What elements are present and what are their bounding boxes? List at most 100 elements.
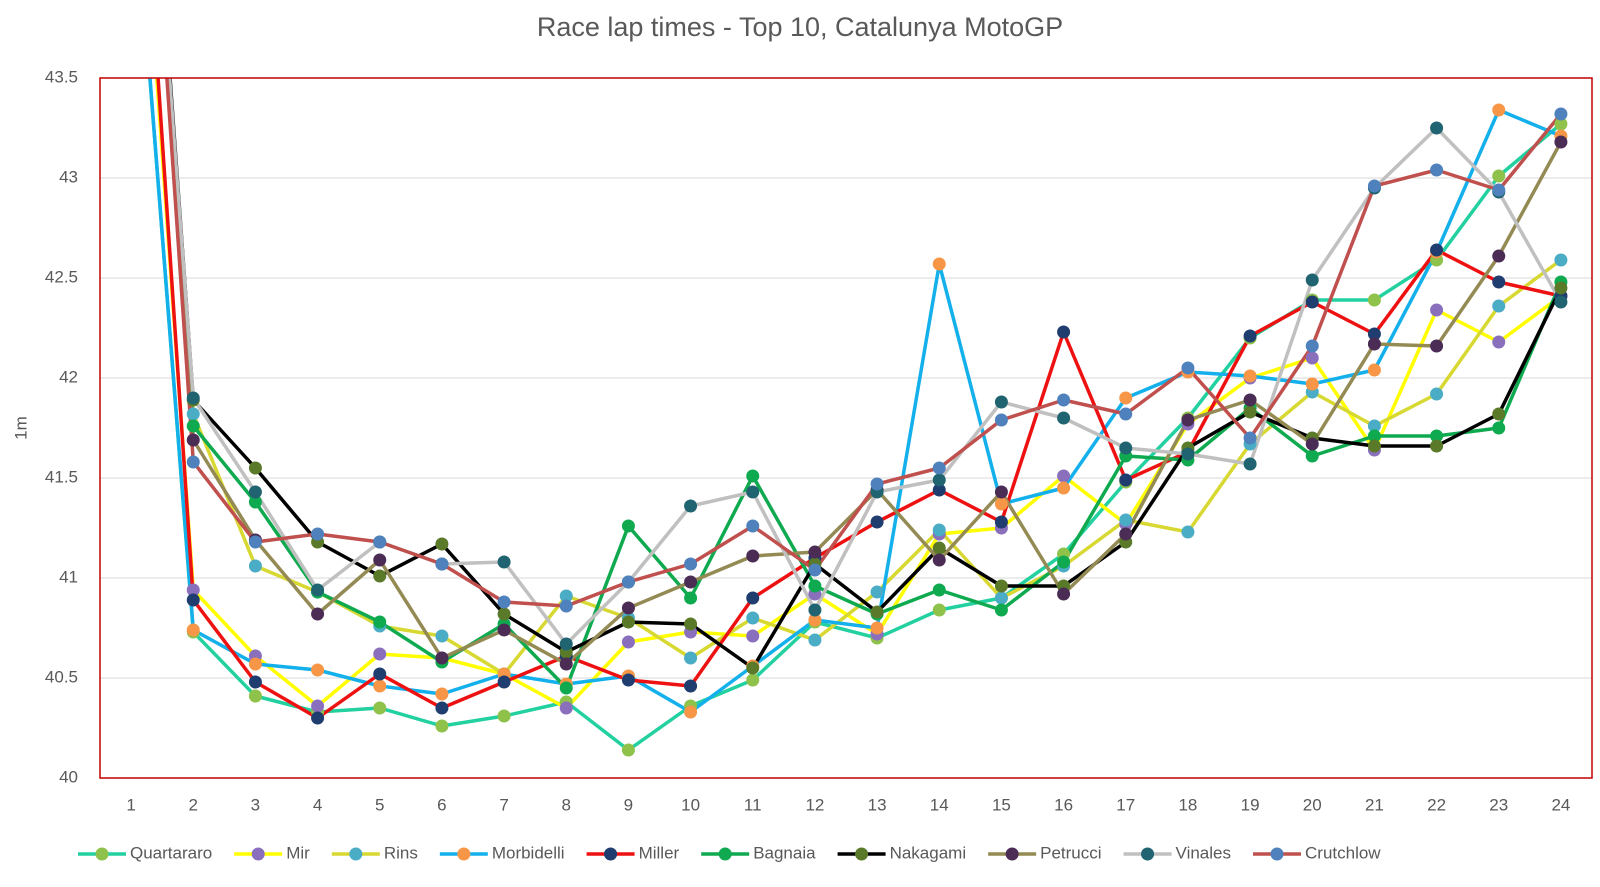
- data-point: [1057, 481, 1071, 495]
- data-point: [248, 535, 262, 549]
- data-point: [621, 615, 635, 629]
- x-tick-label: 2: [189, 795, 198, 814]
- data-point: [746, 629, 760, 643]
- series-line: [156, 78, 1562, 720]
- data-point: [1305, 449, 1319, 463]
- data-point: [621, 601, 635, 615]
- data-point: [435, 629, 449, 643]
- data-point: [1367, 419, 1381, 433]
- plot-border: [99, 77, 1593, 779]
- series-line: [166, 78, 1563, 690]
- x-tick-label: 19: [1241, 795, 1260, 814]
- data-point: [497, 607, 511, 621]
- data-point: [435, 651, 449, 665]
- data-point: [248, 495, 262, 509]
- data-point: [684, 575, 698, 589]
- legend-label: Quartararo: [130, 843, 212, 862]
- data-point: [1181, 525, 1195, 539]
- data-point: [1492, 183, 1506, 197]
- data-point: [870, 477, 884, 491]
- data-point: [559, 599, 573, 613]
- data-point: [559, 637, 573, 651]
- series-line: [148, 78, 1563, 752]
- data-point: [1554, 117, 1568, 131]
- data-point: [497, 623, 511, 637]
- data-point: [1119, 473, 1133, 487]
- data-point: [1430, 429, 1444, 443]
- data-point: [1492, 103, 1506, 117]
- data-point: [621, 743, 635, 757]
- data-point: [808, 563, 822, 577]
- data-point: [932, 583, 946, 597]
- y-tick-label: 41: [59, 567, 78, 586]
- legend-swatch-marker: [349, 847, 363, 861]
- x-tick-label: 3: [251, 795, 260, 814]
- data-point: [373, 647, 387, 661]
- data-point: [1367, 179, 1381, 193]
- data-point: [746, 591, 760, 605]
- x-tick-label: 18: [1178, 795, 1197, 814]
- data-point: [1554, 135, 1568, 149]
- data-point: [311, 607, 325, 621]
- x-tick-label: 21: [1365, 795, 1384, 814]
- x-tick-label: 22: [1427, 795, 1446, 814]
- data-point: [311, 699, 325, 713]
- data-point: [870, 585, 884, 599]
- data-point: [870, 621, 884, 635]
- data-point: [1243, 431, 1257, 445]
- data-point: [1119, 441, 1133, 455]
- data-point: [684, 617, 698, 631]
- x-tick-label: 24: [1551, 795, 1570, 814]
- data-point: [435, 687, 449, 701]
- data-point: [1305, 295, 1319, 309]
- data-point: [1492, 407, 1506, 421]
- data-point: [746, 549, 760, 563]
- legend-label: Bagnaia: [753, 843, 816, 862]
- data-point: [559, 701, 573, 715]
- data-point: [746, 673, 760, 687]
- data-point: [373, 615, 387, 629]
- legend-swatch-marker: [855, 847, 869, 861]
- legend-swatch-marker: [457, 847, 471, 861]
- data-point: [1430, 439, 1444, 453]
- x-tick-label: 17: [1116, 795, 1135, 814]
- data-point: [435, 537, 449, 551]
- legend-swatch-marker: [604, 847, 618, 861]
- data-point: [1367, 293, 1381, 307]
- data-point: [1367, 363, 1381, 377]
- data-point: [1243, 393, 1257, 407]
- data-point: [1057, 411, 1071, 425]
- x-tick-label: 8: [562, 795, 571, 814]
- data-point: [186, 391, 200, 405]
- legend-item: Petrucci: [988, 843, 1102, 862]
- x-tick-label: 11: [744, 795, 762, 814]
- data-point: [435, 719, 449, 733]
- data-point: [994, 497, 1008, 511]
- legend-swatch-marker: [95, 847, 109, 861]
- legend-item: Bagnaia: [701, 843, 816, 862]
- data-point: [746, 611, 760, 625]
- y-tick-label: 40: [59, 767, 78, 786]
- legend-swatch-marker: [1005, 847, 1019, 861]
- data-point: [994, 591, 1008, 605]
- x-tick-label: 7: [499, 795, 508, 814]
- data-point: [808, 545, 822, 559]
- data-point: [808, 579, 822, 593]
- data-point: [1305, 437, 1319, 451]
- y-tick-label: 43.5: [45, 67, 78, 86]
- data-point: [1492, 421, 1506, 435]
- legend-label: Crutchlow: [1305, 843, 1381, 862]
- data-point: [1057, 393, 1071, 407]
- data-point: [684, 591, 698, 605]
- data-point: [1057, 587, 1071, 601]
- data-point: [994, 485, 1008, 499]
- data-point: [1243, 457, 1257, 471]
- data-point: [1367, 429, 1381, 443]
- x-tick-label: 15: [992, 795, 1011, 814]
- data-point: [248, 559, 262, 573]
- x-tick-label: 23: [1489, 795, 1508, 814]
- data-point: [684, 705, 698, 719]
- data-point: [497, 675, 511, 689]
